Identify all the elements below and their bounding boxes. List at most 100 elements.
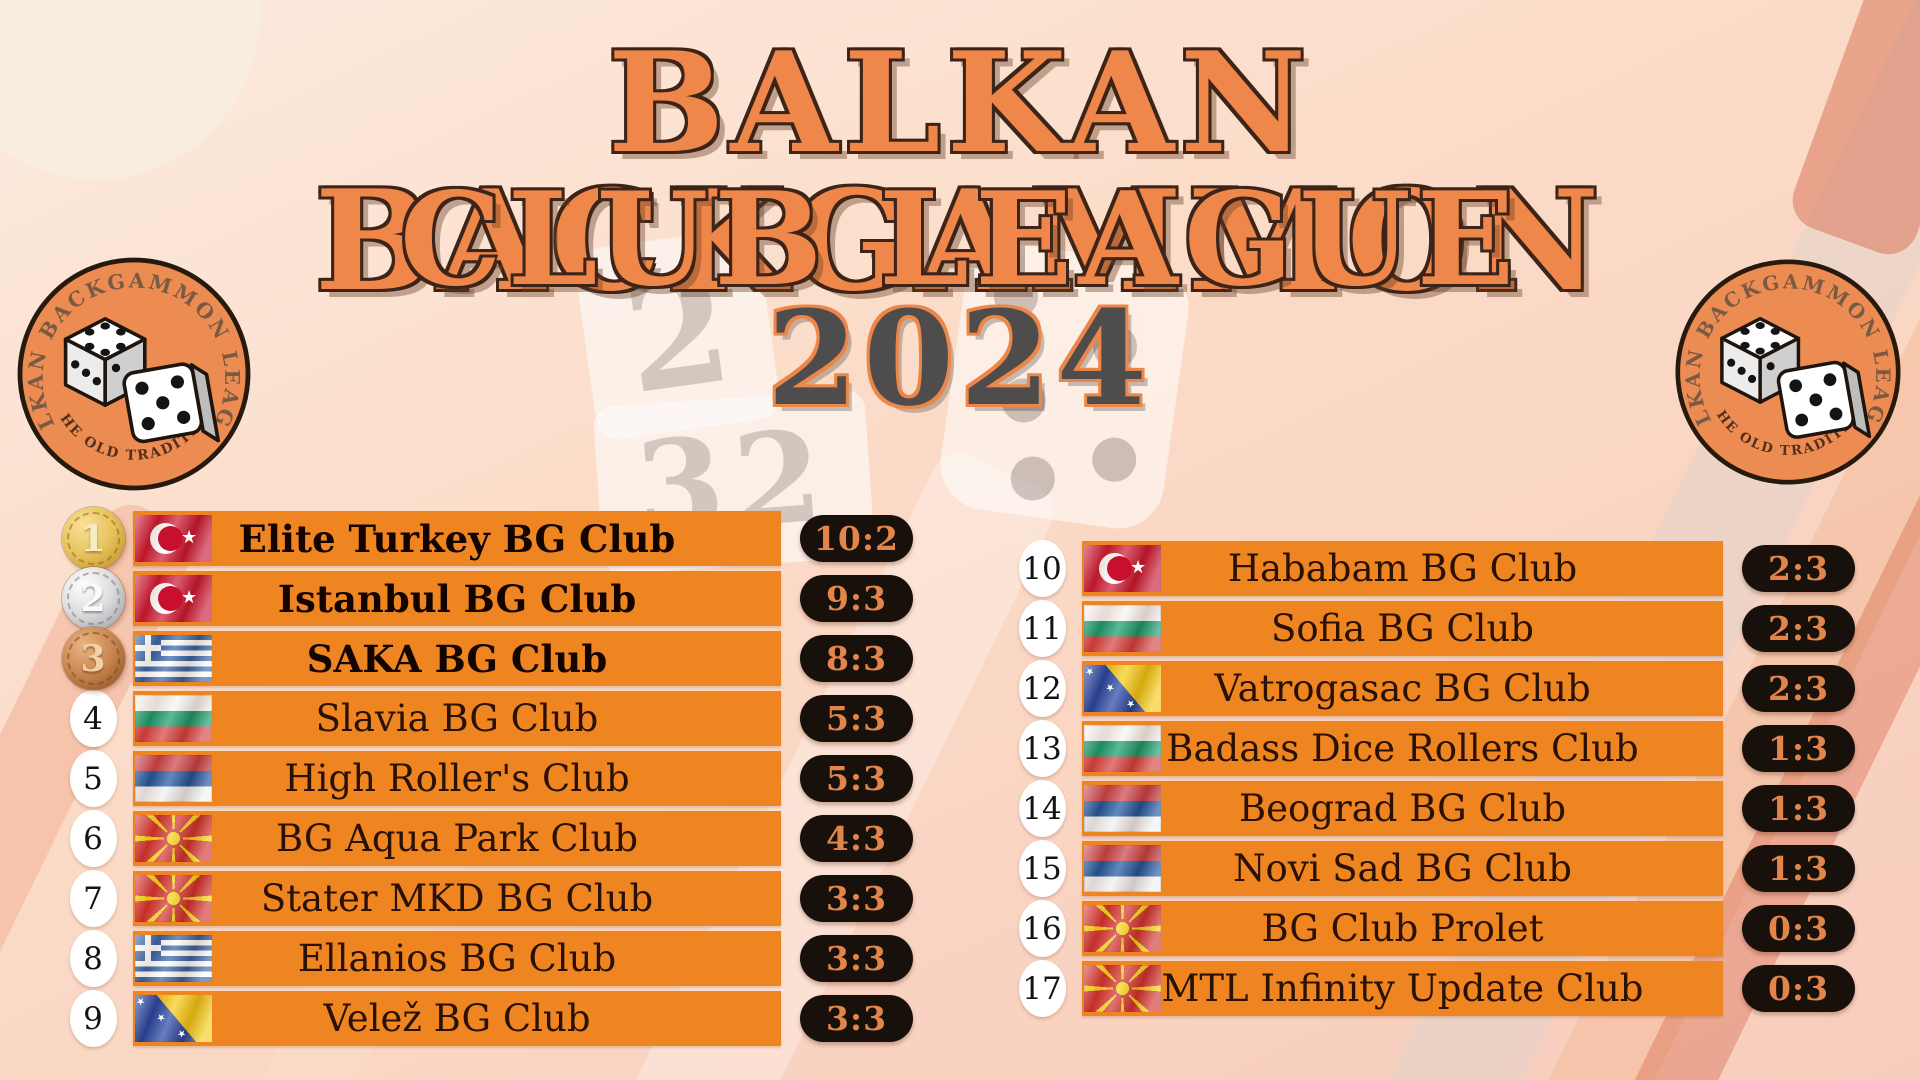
flag-sheen <box>1084 845 1161 892</box>
flag-icon-bosnia: ★ ★ ★ <box>135 995 212 1042</box>
score-badge: 9:3 <box>800 575 913 622</box>
standing-row: 3 SAKA BG Club 8:3 <box>53 627 913 690</box>
rank-cell: 15 <box>1002 840 1082 897</box>
score-badge: 2:3 <box>1742 605 1855 652</box>
standing-row: 15 Novi Sad BG Club 1:3 <box>1002 840 1855 897</box>
score-badge: 3:3 <box>800 935 913 982</box>
rank-cell: 13 <box>1002 720 1082 777</box>
flag-icon-bosnia: ★ ★ ★ <box>1084 665 1161 712</box>
rank-circle: 15 <box>1018 840 1066 897</box>
flag-sheen <box>135 635 212 682</box>
rank-cell: 5 <box>53 750 133 807</box>
flag-icon-turkey: ★ <box>135 515 212 562</box>
club-name: Novi Sad BG Club <box>1233 847 1572 890</box>
rank-circle: 5 <box>69 750 117 807</box>
standing-row: 2 ★ Istanbul BG Club 9:3 <box>53 567 913 630</box>
club-name: Velež BG Club <box>323 997 591 1040</box>
rank-cell: 9 <box>53 990 133 1047</box>
rank-circle: 12 <box>1018 660 1066 717</box>
league-logo: BALKAN BACKGAMMON LEAGUETHE OLD TRADITIO… <box>4 235 251 491</box>
club-bar: SAKA BG Club <box>133 631 781 686</box>
rank-cell: 3 <box>53 627 133 690</box>
flag-sheen <box>1084 605 1161 652</box>
standing-row: 4 Slavia BG Club 5:3 <box>53 690 913 747</box>
club-bar: High Roller's Club <box>133 751 781 806</box>
flag-icon-serbia <box>135 755 212 802</box>
club-name: Istanbul BG Club <box>277 576 637 621</box>
score-badge: 5:3 <box>800 695 913 742</box>
rank-medal-bronze: 3 <box>61 627 125 690</box>
club-bar: ★ ★ ★ Velež BG Club <box>133 991 781 1046</box>
club-bar: Ellanios BG Club <box>133 931 781 986</box>
rank-cell: 4 <box>53 690 133 747</box>
score-badge: 2:3 <box>1742 665 1855 712</box>
rank-medal-gold: 1 <box>61 507 125 570</box>
title-year: 2024 <box>766 282 1153 435</box>
flag-sheen <box>1084 665 1161 712</box>
score-badge: 4:3 <box>800 815 913 862</box>
score-badge: 2:3 <box>1742 545 1855 592</box>
club-bar: ★ ★ ★ Vatrogasac BG Club <box>1082 661 1723 716</box>
standing-row: 17 MTL Infinity Update Club 0:3 <box>1002 960 1855 1017</box>
flag-sheen <box>1084 725 1161 772</box>
flag-sheen <box>135 695 212 742</box>
rank-cell: 6 <box>53 810 133 867</box>
standing-row: 14 Beograd BG Club 1:3 <box>1002 780 1855 837</box>
standing-row: 12 ★ ★ ★ Vatrogasac BG Club 2:3 <box>1002 660 1855 717</box>
score-badge: 0:3 <box>1742 965 1855 1012</box>
club-name: Hababam BG Club <box>1227 547 1578 590</box>
score-badge: 1:3 <box>1742 785 1855 832</box>
rank-cell: 17 <box>1002 960 1082 1017</box>
rank-circle: 13 <box>1018 720 1066 777</box>
rank-circle: 6 <box>69 810 117 867</box>
rank-cell: 8 <box>53 930 133 987</box>
rank-circle: 4 <box>69 690 117 747</box>
flag-icon-north-macedonia <box>135 875 212 922</box>
rank-cell: 2 <box>53 567 133 630</box>
league-logo-right: BALKAN BACKGAMMON LEAGUETHE OLD TRADITIO… <box>1662 237 1904 488</box>
standing-row: 10 ★ Hababam BG Club 2:3 <box>1002 540 1855 597</box>
club-bar: Stater MKD BG Club <box>133 871 781 926</box>
club-name: Vatrogasac BG Club <box>1214 667 1591 710</box>
club-name: BG Aqua Park Club <box>275 817 639 860</box>
rank-medal-silver: 2 <box>61 567 125 630</box>
rank-circle: 14 <box>1018 780 1066 837</box>
rank-circle: 9 <box>69 990 117 1047</box>
rank-cell: 16 <box>1002 900 1082 957</box>
club-bar: Badass Dice Rollers Club <box>1082 721 1723 776</box>
club-bar: BG Aqua Park Club <box>133 811 781 866</box>
league-logo: BALKAN BACKGAMMON LEAGUETHE OLD TRADITIO… <box>1662 237 1901 485</box>
club-name: Ellanios BG Club <box>297 937 617 980</box>
club-name: Stater MKD BG Club <box>260 877 654 920</box>
title-line-1: BALKAN BACKGAMMON <box>314 21 1606 322</box>
club-bar: Slavia BG Club <box>133 691 781 746</box>
crescent-star-icon: ★ <box>1130 556 1147 578</box>
score-badge: 5:3 <box>800 755 913 802</box>
club-bar: BG Club Prolet <box>1082 901 1723 956</box>
crescent-star-icon: ★ <box>181 586 198 608</box>
club-bar: ★ Elite Turkey BG Club <box>133 511 781 566</box>
club-name: Sofia BG Club <box>1271 607 1534 650</box>
club-bar: Sofia BG Club <box>1082 601 1723 656</box>
club-name: Badass Dice Rollers Club <box>1166 727 1639 770</box>
flag-icon-serbia <box>1084 845 1161 892</box>
club-name: SAKA BG Club <box>306 636 608 681</box>
club-name: High Roller's Club <box>284 757 630 800</box>
flag-sheen <box>1084 785 1161 832</box>
flag-icon-turkey: ★ <box>135 575 212 622</box>
rank-cell: 11 <box>1002 600 1082 657</box>
rank-cell: 12 <box>1002 660 1082 717</box>
standing-row: 1 ★ Elite Turkey BG Club 10:2 <box>53 507 913 570</box>
flag-sheen <box>135 935 212 982</box>
club-name: Beograd BG Club <box>1238 787 1567 830</box>
flag-sheen <box>135 995 212 1042</box>
standing-row: 6 BG Aqua Park Club 4:3 <box>53 810 913 867</box>
flag-icon-bulgaria <box>1084 605 1161 652</box>
score-badge: 1:3 <box>1742 845 1855 892</box>
flag-icon-greece <box>135 935 212 982</box>
rank-cell: 7 <box>53 870 133 927</box>
standings-column-right: 10 ★ Hababam BG Club 2:3 11 Sofia BG Club 2:3 1… <box>1002 540 1855 1021</box>
club-name: Elite Turkey BG Club <box>238 516 676 561</box>
club-name: BG Club Prolet <box>1261 907 1544 950</box>
